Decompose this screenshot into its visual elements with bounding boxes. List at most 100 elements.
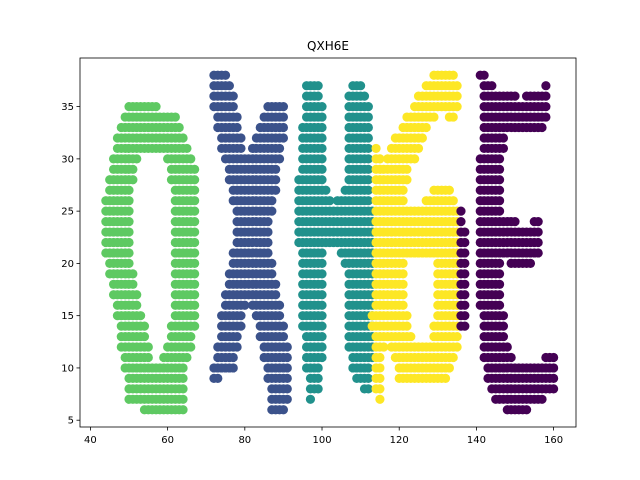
- data-point: [375, 384, 384, 393]
- data-point: [229, 353, 238, 362]
- data-point: [321, 186, 330, 195]
- data-point: [495, 165, 504, 174]
- data-point: [279, 123, 288, 132]
- data-point: [356, 81, 365, 90]
- data-point: [495, 269, 504, 278]
- data-point: [317, 165, 326, 174]
- data-point: [541, 102, 550, 111]
- data-point: [317, 102, 326, 111]
- data-point: [449, 112, 458, 121]
- data-point: [190, 269, 199, 278]
- data-point: [267, 196, 276, 205]
- data-point: [128, 280, 137, 289]
- data-point: [213, 374, 222, 383]
- data-point: [283, 342, 292, 351]
- data-point: [190, 301, 199, 310]
- data-point: [549, 374, 558, 383]
- data-point: [317, 342, 326, 351]
- data-point: [375, 353, 384, 362]
- data-point: [132, 290, 141, 299]
- y-tick-label: 15: [61, 311, 74, 322]
- data-point: [460, 311, 469, 320]
- data-point: [364, 123, 373, 132]
- data-point: [460, 322, 469, 331]
- data-point: [495, 175, 504, 184]
- data-point: [317, 301, 326, 310]
- data-point: [398, 196, 407, 205]
- data-point: [171, 112, 180, 121]
- data-point: [460, 259, 469, 268]
- x-tick-label: 140: [467, 435, 486, 446]
- data-point: [418, 133, 427, 142]
- data-point: [398, 259, 407, 268]
- data-point: [549, 384, 558, 393]
- data-point: [375, 395, 384, 404]
- data-point: [406, 332, 415, 341]
- data-point: [398, 301, 407, 310]
- data-point: [314, 374, 323, 383]
- data-point: [541, 81, 550, 90]
- data-point: [499, 144, 508, 153]
- data-point: [460, 280, 469, 289]
- data-point: [263, 217, 272, 226]
- data-point: [271, 175, 280, 184]
- data-point: [178, 384, 187, 393]
- x-tick-label: 160: [544, 435, 563, 446]
- data-point: [124, 186, 133, 195]
- data-point: [178, 395, 187, 404]
- data-point: [229, 102, 238, 111]
- data-point: [128, 269, 137, 278]
- data-point: [190, 196, 199, 205]
- data-point: [534, 227, 543, 236]
- data-point: [124, 227, 133, 236]
- data-point: [229, 92, 238, 101]
- data-point: [317, 353, 326, 362]
- data-point: [499, 322, 508, 331]
- data-point: [186, 154, 195, 163]
- data-point: [317, 322, 326, 331]
- data-point: [283, 395, 292, 404]
- data-point: [453, 102, 462, 111]
- data-point: [398, 290, 407, 299]
- data-point: [283, 353, 292, 362]
- data-point: [499, 311, 508, 320]
- data-point: [190, 248, 199, 257]
- y-tick-label: 35: [61, 102, 74, 113]
- data-point: [549, 353, 558, 362]
- data-point: [317, 311, 326, 320]
- data-point: [317, 280, 326, 289]
- data-point: [190, 186, 199, 195]
- data-point: [175, 123, 184, 132]
- data-point: [279, 133, 288, 142]
- data-point: [283, 363, 292, 372]
- data-point: [317, 123, 326, 132]
- data-point: [186, 342, 195, 351]
- data-point: [136, 311, 145, 320]
- data-point: [190, 165, 199, 174]
- data-point: [144, 342, 153, 351]
- data-point: [275, 154, 284, 163]
- data-point: [182, 144, 191, 153]
- data-point: [534, 217, 543, 226]
- data-point: [233, 332, 242, 341]
- data-point: [503, 342, 512, 351]
- data-point: [275, 144, 284, 153]
- y-tick-label: 20: [61, 259, 74, 270]
- data-point: [487, 81, 496, 90]
- data-point: [534, 238, 543, 247]
- data-point: [414, 144, 423, 153]
- data-point: [267, 269, 276, 278]
- data-point: [236, 133, 245, 142]
- data-point: [279, 322, 288, 331]
- data-point: [317, 144, 326, 153]
- data-point: [279, 332, 288, 341]
- data-point: [507, 353, 516, 362]
- data-point: [453, 342, 462, 351]
- data-point: [371, 144, 380, 153]
- x-tick-label: 100: [312, 435, 331, 446]
- data-point: [263, 227, 272, 236]
- data-point: [317, 248, 326, 257]
- data-point: [398, 186, 407, 195]
- data-point: [271, 290, 280, 299]
- data-point: [317, 133, 326, 142]
